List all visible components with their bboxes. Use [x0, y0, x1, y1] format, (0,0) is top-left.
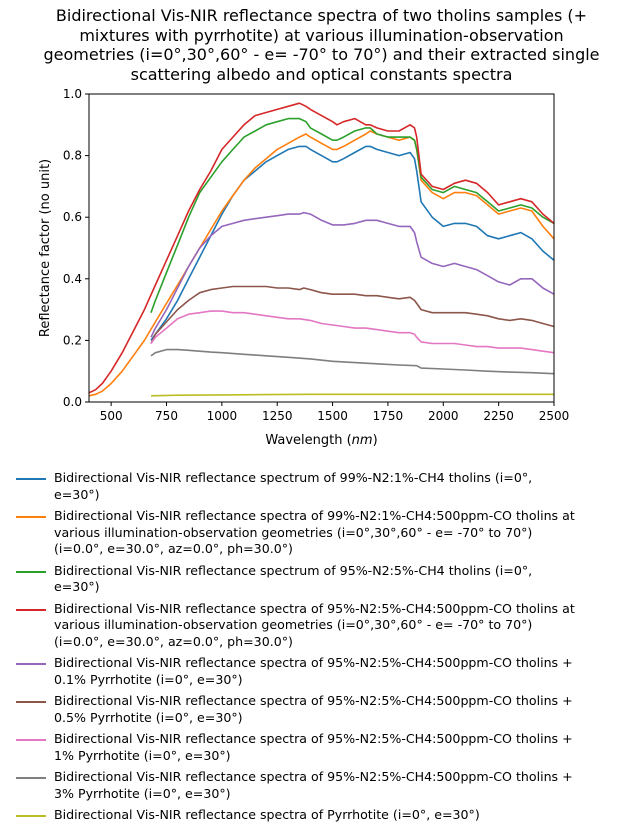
legend-swatch — [16, 777, 46, 779]
legend-swatch — [16, 478, 46, 480]
legend-label: Bidirectional Vis-NIR reflectance spectr… — [54, 769, 573, 784]
chart-title-line: geometries (i=0°,30°,60° - e= -70° to 70… — [43, 45, 600, 64]
y-tick-label: 0.8 — [63, 149, 82, 163]
x-tick-label: 1500 — [317, 409, 348, 423]
legend-label: 3% Pyrrhotite (i=0°, e=30°) — [54, 785, 231, 801]
y-axis: 0.0 0.2 0.4 0.6 0.8 1.0 — [63, 87, 89, 409]
series-line-6 — [150, 285, 555, 344]
legend-label: Bidirectional Vis-NIR reflectance spectr… — [54, 600, 575, 616]
legend-swatch — [16, 608, 46, 611]
x-tick-label: 2500 — [539, 409, 570, 423]
legend-label: Bidirectional Vis-NIR reflectance spectr… — [54, 470, 533, 485]
y-tick-label: 0.6 — [63, 210, 82, 224]
x-axis-label-unit: nm — [352, 433, 373, 448]
series-line-9 — [150, 393, 554, 397]
legend-label: Bidirectional Vis-NIR reflectance spectr… — [54, 562, 533, 578]
legend-label: various illumination-observation geometr… — [54, 617, 533, 632]
series-line-4 — [88, 102, 555, 394]
legend-entry: Bidirectional Vis-NIR reflectance spectr… — [8, 508, 638, 558]
chart-title-line: scattering albedo and optical constants … — [130, 64, 513, 84]
y-tick-label: 0.2 — [63, 333, 82, 347]
line-chart: 500 750 1000 1250 1500 1750 2000 2250 2500 0.00.… — [38, 87, 570, 448]
legend-entry: Bidirectional Vis-NIR reflectance spectr… — [8, 655, 638, 688]
legend-label: e=30°) — [54, 486, 100, 502]
legend-label: e=30°) — [54, 579, 100, 594]
chart-title: Bidirectional Vis-NIR reflectance spectr… — [0, 6, 643, 84]
legend-swatch — [16, 663, 46, 665]
legend-label: Bidirectional Vis-NIR reflectance spectr… — [54, 731, 573, 746]
x-tick-label: 1250 — [262, 409, 293, 423]
legend-label: 0.1% Pyrrhotite (i=0°, e=30°) — [54, 671, 243, 687]
legend-label: Bidirectional Vis-NIR reflectance spectr… — [54, 655, 573, 670]
series-layer — [88, 102, 555, 397]
plot-frame — [88, 93, 555, 403]
x-tick-label: 1750 — [373, 409, 404, 423]
legend: Bidirectional Vis-NIR reflectance spectr… — [8, 470, 638, 829]
legend-entry: Bidirectional Vis-NIR reflectance spectr… — [8, 769, 638, 802]
legend-label: Bidirectional Vis-NIR reflectance spectr… — [54, 693, 573, 708]
legend-entry: Bidirectional Vis-NIR reflectance spectr… — [8, 563, 638, 596]
legend-swatch — [16, 570, 46, 573]
x-axis-label: Wavelength (nm) — [265, 433, 377, 448]
series-line-1 — [150, 145, 555, 341]
legend-entry: Bidirectional Vis-NIR reflectance spectr… — [8, 601, 638, 651]
x-axis-label-text: Wavelength ( — [265, 433, 351, 448]
series-line-2 — [88, 130, 555, 397]
legend-label: (i=0.0°, e=30.0°, az=0.0°, ph=30.0°) — [54, 633, 293, 649]
x-tick-label: 2000 — [428, 409, 459, 423]
series-line-3 — [150, 117, 555, 313]
series-line-5 — [150, 211, 555, 338]
legend-entry: Bidirectional Vis-NIR reflectance spectr… — [8, 693, 638, 726]
y-tick-label: 0.0 — [63, 395, 82, 409]
legend-swatch — [16, 815, 46, 817]
x-tick-label: 750 — [155, 409, 178, 423]
y-tick-label: 1.0 — [63, 87, 82, 101]
chart-title-line: mixtures with pyrrhotite) at various ill… — [79, 25, 564, 45]
x-axis: 500 750 1000 1250 1500 1750 2000 2250 2500 — [100, 402, 570, 423]
legend-label: Bidirectional Vis-NIR reflectance spectr… — [54, 807, 480, 822]
legend-swatch — [16, 701, 46, 703]
x-tick-label: 2250 — [483, 409, 514, 423]
chart-title-line: Bidirectional Vis-NIR reflectance spectr… — [55, 6, 588, 25]
x-axis-label-close: ) — [373, 433, 378, 448]
y-tick-label: 0.4 — [63, 272, 82, 286]
legend-label: 0.5% Pyrrhotite (i=0°, e=30°) — [54, 709, 243, 725]
legend-entry: Bidirectional Vis-NIR reflectance spectr… — [8, 731, 638, 764]
x-tick-label: 1000 — [207, 409, 238, 423]
series-line-8 — [150, 348, 555, 375]
legend-label: various illumination-observation geometr… — [54, 524, 533, 540]
legend-swatch — [16, 739, 46, 741]
legend-label: (i=0.0°, e=30.0°, az=0.0°, ph=30.0°) — [54, 541, 293, 556]
legend-label: Bidirectional Vis-NIR reflectance spectr… — [54, 508, 575, 523]
legend-entry: Bidirectional Vis-NIR reflectance spectr… — [8, 807, 638, 824]
y-axis-label: Reflectance factor (no unit) — [38, 159, 53, 337]
legend-swatch — [16, 516, 46, 518]
legend-label: 1% Pyrrhotite (i=0°, e=30°) — [54, 747, 231, 763]
x-tick-label: 500 — [100, 409, 123, 423]
series-line-7 — [150, 310, 555, 354]
legend-entry: Bidirectional Vis-NIR reflectance spectr… — [8, 470, 638, 503]
